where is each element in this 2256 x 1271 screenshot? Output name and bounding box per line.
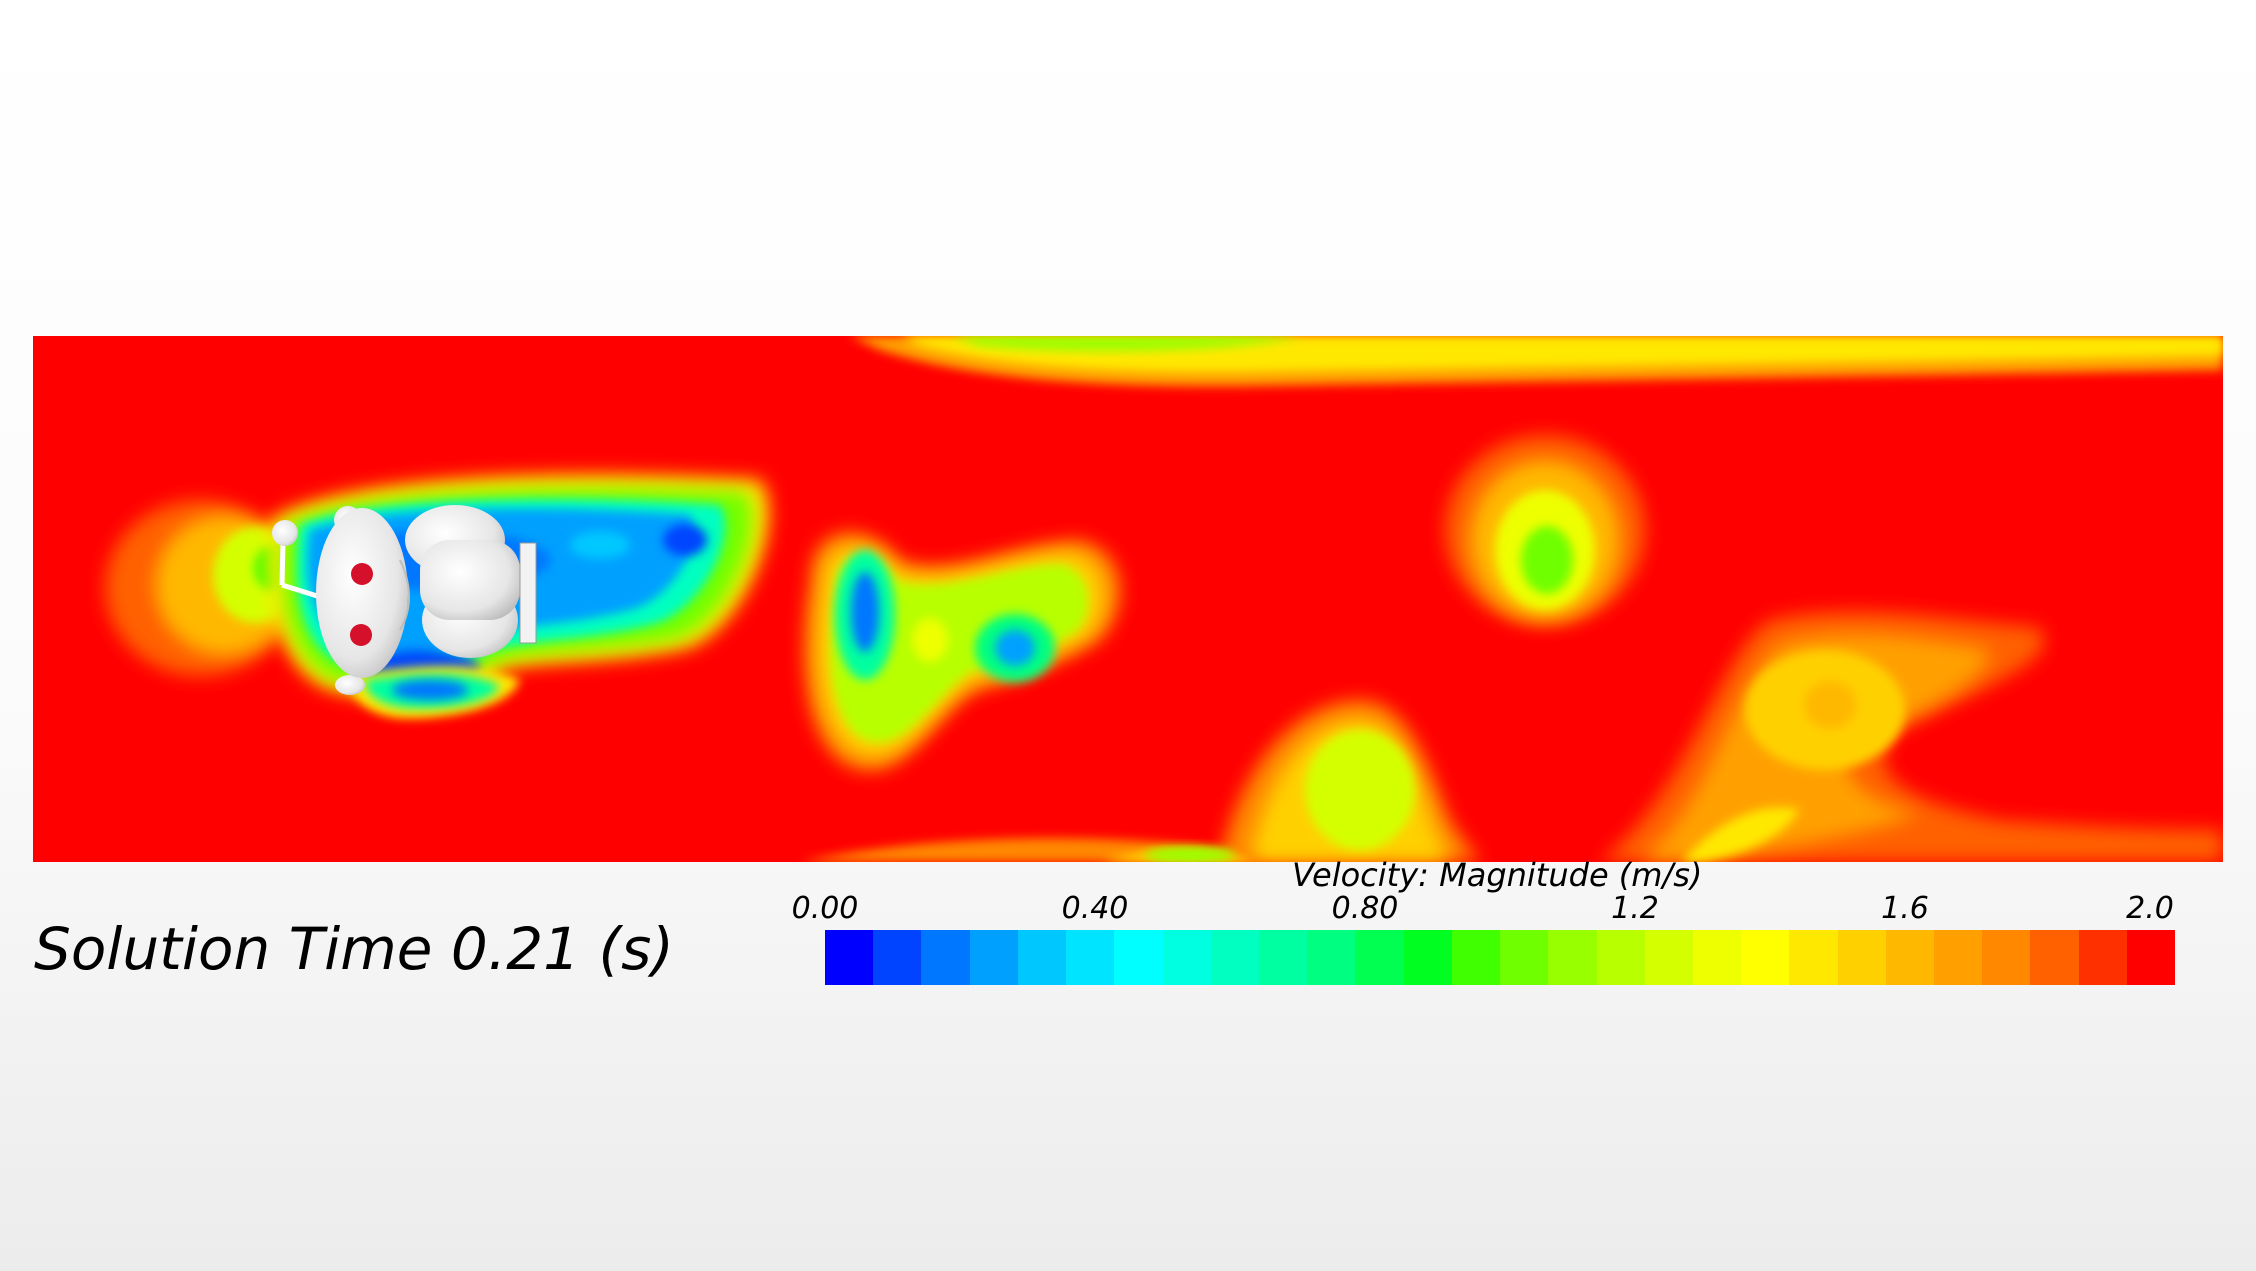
shed-vortex-3	[1600, 611, 2223, 862]
colorbar-tick-label: 0.00	[791, 891, 859, 926]
colorbar-swatch	[1210, 930, 1259, 985]
colorbar-swatch	[2078, 930, 2127, 985]
colorbar-swatch	[1451, 930, 1501, 985]
colorbar-swatch	[1934, 930, 1983, 985]
colorbar-swatch	[1162, 930, 1211, 985]
colorbar-swatch	[1066, 930, 1115, 985]
colorbar-swatch	[1403, 930, 1452, 985]
colorbar-tick-label: 0.40	[1061, 891, 1129, 926]
colorbar-tick-label: 0.80	[1331, 891, 1399, 926]
colorbar-swatch	[1837, 930, 1886, 985]
colorbar-swatch	[1982, 930, 2031, 985]
colorbar-swatch	[1017, 930, 1067, 985]
colorbar-tick-label: 1.6	[1881, 891, 1929, 926]
colorbar-swatch	[1789, 930, 1838, 985]
colorbar-swatch	[1644, 930, 1693, 985]
solution-time-label: Solution Time 0.21 (s)	[34, 915, 674, 983]
colorbar-swatch	[1692, 930, 1742, 985]
colorbar-title: Velocity: Magnitude (m/s)	[1292, 856, 1703, 894]
colorbar-swatch	[1500, 930, 1549, 985]
colorbar-swatch	[2030, 930, 2079, 985]
colorbar-swatch	[1355, 930, 1404, 985]
shed-vortex-2	[1445, 435, 1645, 625]
colorbar-swatch	[1741, 930, 1790, 985]
colorbar-swatch	[1885, 930, 1935, 985]
bottom-wall-vortex	[800, 700, 1480, 862]
solid-body-obstacle	[272, 505, 537, 695]
shed-vortex-1	[803, 532, 1121, 771]
colorbar-swatch	[825, 930, 874, 985]
colorbar-swatch	[1258, 930, 1308, 985]
colorbar-swatch	[1596, 930, 1645, 985]
colorbar-tick-label: 1.2	[1611, 891, 1659, 926]
colorbar-swatch	[921, 930, 970, 985]
colorbar-tick-label: 2.0	[2126, 891, 2174, 926]
colorbar-swatch	[1114, 930, 1163, 985]
velocity-colorbar	[825, 930, 2176, 985]
colorbar-swatch	[873, 930, 922, 985]
colorbar-swatch	[1548, 930, 1597, 985]
colorbar-swatch	[2126, 930, 2176, 985]
colorbar-swatch	[1307, 930, 1356, 985]
colorbar-swatch	[969, 930, 1018, 985]
lower-wake-pocket	[350, 666, 520, 719]
